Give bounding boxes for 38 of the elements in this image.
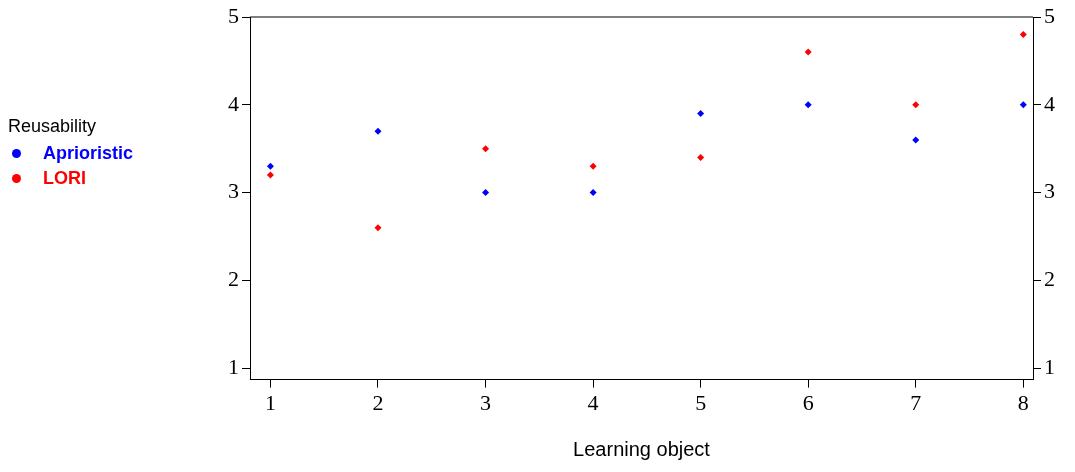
x-tick-label: 4 [587, 389, 599, 415]
y2-tick-label: 1 [1044, 353, 1055, 379]
point [912, 136, 920, 144]
point [589, 162, 597, 170]
y-tick-label: 3 [228, 178, 239, 204]
y-tick-label: 2 [228, 266, 239, 292]
point [804, 101, 812, 109]
y2-tick-label: 5 [1044, 2, 1055, 28]
y-tick-label: 1 [228, 353, 239, 379]
point [374, 224, 382, 232]
x-tick-label: 8 [1017, 389, 1029, 415]
point [266, 171, 274, 179]
x-tick-label: 6 [802, 389, 814, 415]
point [589, 189, 597, 197]
point [374, 127, 382, 135]
legend-title: Reusability [8, 116, 98, 137]
legend-label: LORI [43, 168, 86, 189]
x-tick-label: 3 [480, 389, 492, 415]
y-tick-label: 4 [228, 90, 239, 116]
y2-tick-label: 2 [1044, 266, 1055, 292]
point [804, 48, 812, 56]
y2-tick-label: 4 [1044, 90, 1055, 116]
point [482, 145, 490, 153]
x-axis-title: Learning object [573, 437, 711, 460]
point [1019, 101, 1027, 109]
x-tick-label: 7 [910, 389, 922, 415]
x-tick-label: 2 [372, 389, 384, 415]
point [266, 162, 274, 170]
y-tick-label: 5 [228, 2, 239, 28]
legend-label: Aprioristic [43, 143, 134, 164]
x-tick-label: 1 [264, 389, 276, 415]
point [697, 153, 705, 161]
x-tick-label: 5 [695, 389, 707, 415]
point [697, 110, 705, 118]
point [482, 189, 490, 197]
y2-tick-label: 3 [1044, 178, 1055, 204]
point [1019, 31, 1027, 39]
point [912, 101, 920, 109]
